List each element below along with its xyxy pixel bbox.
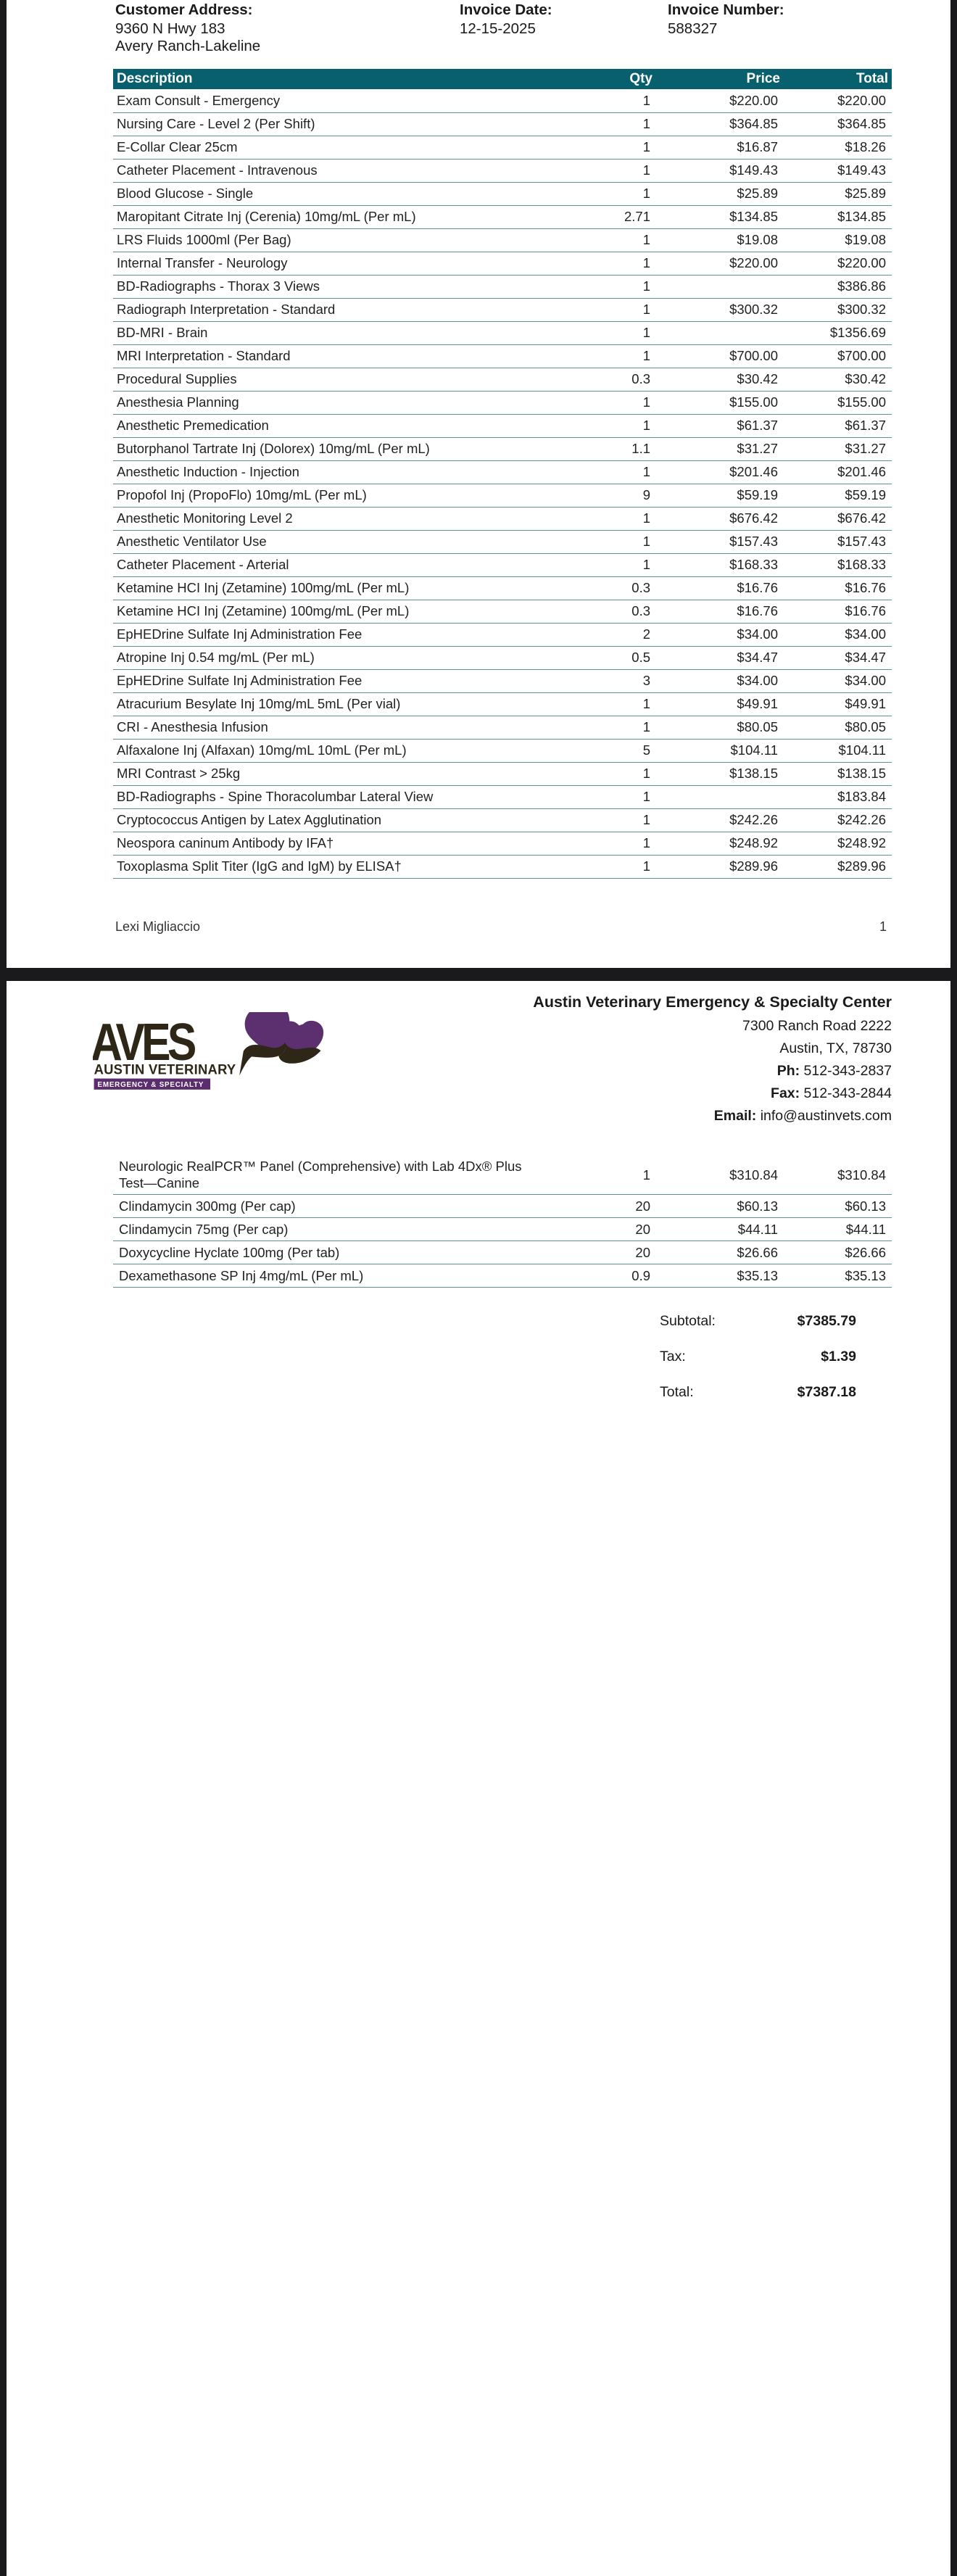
svg-text:EMERGENCY & SPECIALTY: EMERGENCY & SPECIALTY — [98, 1081, 204, 1089]
svg-text:AUSTIN VETERINARY: AUSTIN VETERINARY — [94, 1061, 236, 1077]
